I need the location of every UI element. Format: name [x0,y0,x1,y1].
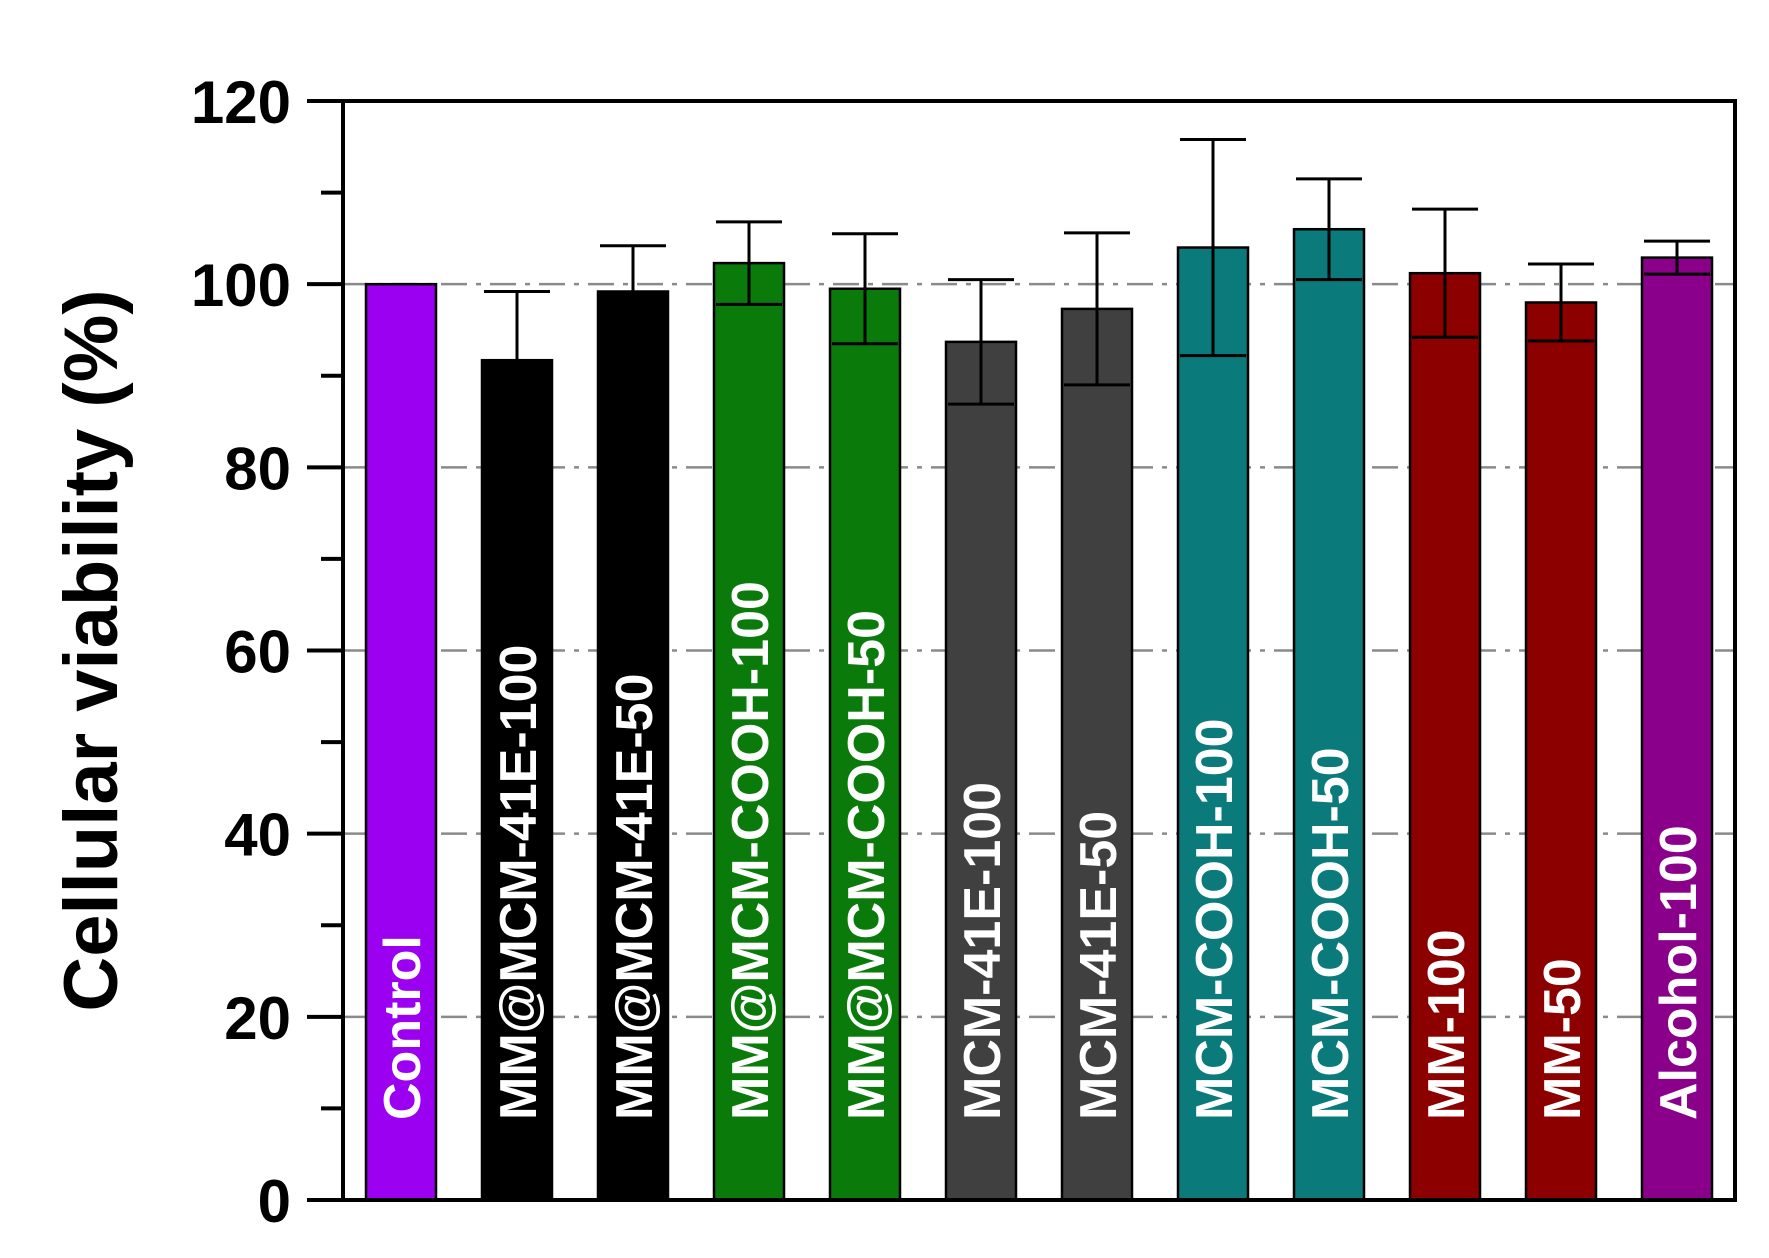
bar-label-11: Alcohol-100 [1650,825,1708,1120]
bar-9 [1408,271,1482,1202]
bar-label-10: MM-50 [1534,958,1592,1120]
bar-11 [1640,256,1714,1202]
y-tick-label-0: 0 [258,1168,291,1235]
bar-label-9: MM-100 [1418,929,1476,1120]
y-tick-label-60: 60 [224,619,291,686]
bar-1 [480,358,554,1202]
bar-label-1: MM@MCM-41E-100 [490,645,548,1120]
bar-label-layer: Control MM@MCM-41E-100 MM@MCM-41E-50 MM@MCM… [374,581,1708,1120]
grid-layer [343,282,1735,1019]
bar-2 [596,290,670,1202]
bar-label-8: MCM-COOH-50 [1302,747,1360,1120]
axis-layer: 0 20 40 60 80 100 120 [191,69,1737,1235]
bar-label-5: MCM-41E-100 [954,782,1012,1120]
bar-label-2: MM@MCM-41E-50 [606,673,664,1120]
bar-8 [1292,227,1366,1202]
bar-layer [364,227,1714,1202]
error-bar-layer [484,137,1710,431]
y-tick-label-80: 80 [224,435,291,502]
y-tick-label-40: 40 [224,802,291,869]
bar-label-4: MM@MCM-COOH-50 [838,610,896,1120]
y-tick-label-20: 20 [224,985,291,1052]
bar-label-0: Control [374,935,432,1120]
y-axis-title: Cellular viability (%) [49,289,134,1011]
bar-label-3: MM@MCM-COOH-100 [722,581,780,1120]
bar-0 [364,282,438,1202]
y-tick-label-100: 100 [191,252,291,319]
y-tick-label-120: 120 [191,69,291,136]
bar-label-7: MCM-COOH-100 [1186,718,1244,1120]
bar-label-6: MCM-41E-50 [1070,811,1128,1120]
